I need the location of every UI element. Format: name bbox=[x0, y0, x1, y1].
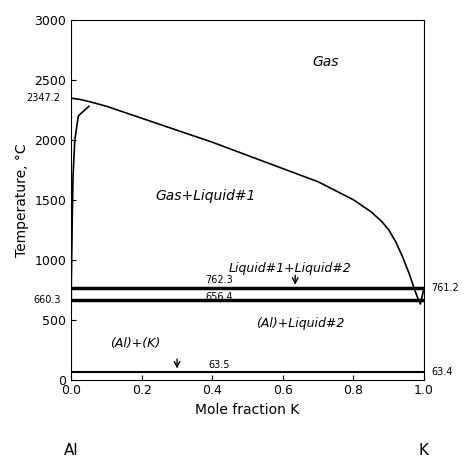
Text: 660.3: 660.3 bbox=[33, 295, 61, 305]
Text: 762.3: 762.3 bbox=[206, 275, 233, 285]
Text: 761.2: 761.2 bbox=[431, 283, 459, 293]
Text: Liquid#1+Liquid#2: Liquid#1+Liquid#2 bbox=[228, 262, 351, 274]
Text: (Al)+(K): (Al)+(K) bbox=[109, 337, 160, 350]
Text: Gas+Liquid#1: Gas+Liquid#1 bbox=[155, 189, 255, 203]
Y-axis label: Temperature, °C: Temperature, °C bbox=[15, 143, 29, 256]
Text: K: K bbox=[419, 443, 429, 458]
Text: 63.4: 63.4 bbox=[431, 367, 452, 377]
Text: (Al)+Liquid#2: (Al)+Liquid#2 bbox=[256, 317, 345, 330]
Text: Gas: Gas bbox=[312, 55, 338, 69]
X-axis label: Mole fraction K: Mole fraction K bbox=[195, 403, 300, 417]
Text: 63.5: 63.5 bbox=[209, 360, 230, 370]
Text: 656.4: 656.4 bbox=[206, 292, 233, 301]
Text: Al: Al bbox=[64, 443, 79, 458]
Text: 2347.2: 2347.2 bbox=[27, 93, 61, 103]
